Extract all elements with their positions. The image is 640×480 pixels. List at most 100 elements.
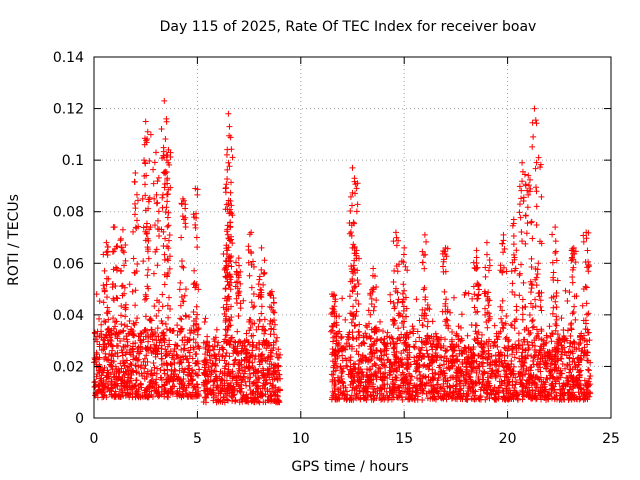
data-point [563, 362, 570, 369]
data-point [248, 398, 255, 405]
data-point [398, 331, 405, 338]
data-point [457, 385, 464, 392]
data-point [550, 304, 557, 311]
data-point [220, 394, 227, 401]
data-point [186, 391, 193, 398]
data-point [525, 346, 532, 353]
data-point [131, 178, 138, 185]
data-point [447, 388, 454, 395]
data-point [126, 281, 133, 288]
data-point [445, 358, 452, 365]
data-point [411, 358, 418, 365]
data-point [158, 383, 165, 390]
data-point [108, 359, 115, 366]
data-point [164, 191, 171, 198]
data-point [256, 273, 263, 280]
data-point [399, 313, 406, 320]
data-point [522, 181, 529, 188]
data-point [222, 265, 229, 272]
data-point [533, 282, 540, 289]
data-point [131, 200, 138, 207]
data-point [257, 293, 264, 300]
data-point [500, 237, 507, 244]
data-point [194, 343, 201, 350]
data-point [560, 396, 567, 403]
data-point [422, 382, 429, 389]
data-point [484, 389, 491, 396]
data-point [338, 344, 345, 351]
data-point [178, 257, 185, 264]
data-point [275, 362, 282, 369]
data-point [224, 146, 231, 153]
data-point [253, 344, 260, 351]
data-point [103, 378, 110, 385]
data-point [118, 244, 125, 251]
data-point [150, 360, 157, 367]
data-point [184, 336, 191, 343]
data-point [520, 279, 527, 286]
data-point [484, 293, 491, 300]
data-point [569, 350, 576, 357]
data-point [273, 334, 280, 341]
data-point [114, 349, 121, 356]
data-point [440, 268, 447, 275]
data-point [330, 364, 337, 371]
data-point [159, 155, 166, 162]
data-point [464, 332, 471, 339]
data-point [559, 360, 566, 367]
data-point [566, 289, 573, 296]
data-point [391, 303, 398, 310]
data-point [423, 390, 430, 397]
data-point [250, 389, 257, 396]
data-point [444, 383, 451, 390]
data-point [513, 379, 520, 386]
data-point [441, 361, 448, 368]
x-tick-label: 15 [395, 431, 413, 447]
data-point [464, 396, 471, 403]
data-point [222, 285, 229, 292]
data-point [547, 351, 554, 358]
data-point [255, 339, 262, 346]
data-point [171, 359, 178, 366]
data-point [393, 234, 400, 241]
data-point [533, 159, 540, 166]
data-point [164, 214, 171, 221]
data-point [247, 387, 254, 394]
data-point [161, 281, 168, 288]
data-point [371, 385, 378, 392]
data-point [417, 387, 424, 394]
data-point [362, 379, 369, 386]
data-point [404, 267, 411, 274]
data-point [185, 347, 192, 354]
data-point [146, 316, 153, 323]
data-point [144, 244, 151, 251]
data-point [552, 361, 559, 368]
data-point [582, 317, 589, 324]
data-point [509, 382, 516, 389]
data-point [164, 371, 171, 378]
data-point [248, 284, 255, 291]
data-point [246, 327, 253, 334]
data-point [544, 376, 551, 383]
data-point [226, 123, 233, 130]
data-point [228, 387, 235, 394]
data-point [535, 154, 542, 161]
data-point [532, 303, 539, 310]
data-point [377, 337, 384, 344]
data-point [334, 374, 341, 381]
data-point [178, 316, 185, 323]
data-point [431, 393, 438, 400]
data-point [531, 347, 538, 354]
data-point [154, 262, 161, 269]
data-point [141, 135, 148, 142]
data-point [485, 302, 492, 309]
data-point [530, 379, 537, 386]
data-point [511, 318, 518, 325]
data-point [353, 247, 360, 254]
data-point [336, 378, 343, 385]
data-point [425, 335, 432, 342]
data-point [421, 284, 428, 291]
data-point [537, 374, 544, 381]
data-point [454, 356, 461, 363]
data-point [273, 350, 280, 357]
